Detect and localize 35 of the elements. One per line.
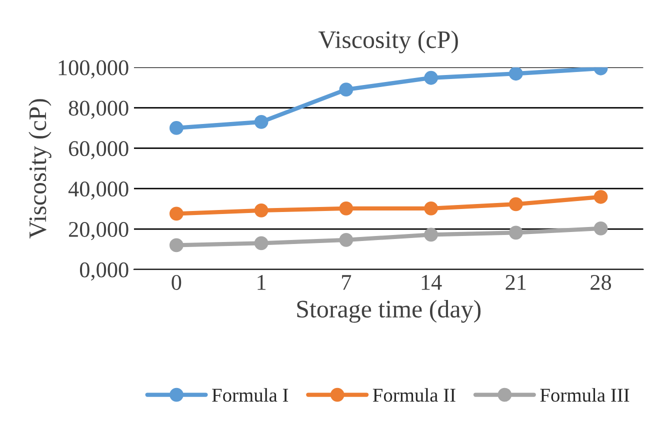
y-tick-label: 20,000 xyxy=(69,222,128,240)
y-tick-label: 60,000 xyxy=(68,141,128,160)
point xyxy=(169,238,184,252)
point xyxy=(594,221,608,236)
y-tick-label: 80,000 xyxy=(68,100,128,119)
legend-label: Formula I xyxy=(212,388,288,402)
x-axis-title: Storage time (day) xyxy=(297,300,481,323)
x-tick-label: 1 xyxy=(258,275,266,290)
point xyxy=(424,70,438,85)
point xyxy=(508,197,523,212)
x-tick-label: 28 xyxy=(590,274,612,290)
point xyxy=(169,121,184,135)
point xyxy=(508,226,523,240)
x-tick-label: 0 xyxy=(172,274,182,290)
legend-label: Formula III xyxy=(540,388,630,402)
point xyxy=(339,201,354,216)
y-tick-label: 100,000 xyxy=(58,60,128,78)
x-tick-label: 7 xyxy=(342,275,352,290)
y-axis-title: Viscosity (cP) xyxy=(28,99,52,239)
y-tick-label: 0,000 xyxy=(80,262,128,281)
legend-label: Formula II xyxy=(372,388,456,402)
point xyxy=(339,82,354,97)
y-tick-label: 40,000 xyxy=(68,182,128,200)
point xyxy=(169,206,184,221)
chart-title: Viscosity (cP) xyxy=(318,30,458,54)
point xyxy=(424,228,438,242)
point xyxy=(424,201,438,216)
point xyxy=(594,190,608,204)
point xyxy=(339,232,354,247)
point xyxy=(254,203,268,218)
point xyxy=(508,67,523,81)
point xyxy=(254,114,268,129)
point xyxy=(254,236,268,250)
x-tick-label: 21 xyxy=(506,275,526,290)
x-tick-label: 14 xyxy=(422,275,442,290)
